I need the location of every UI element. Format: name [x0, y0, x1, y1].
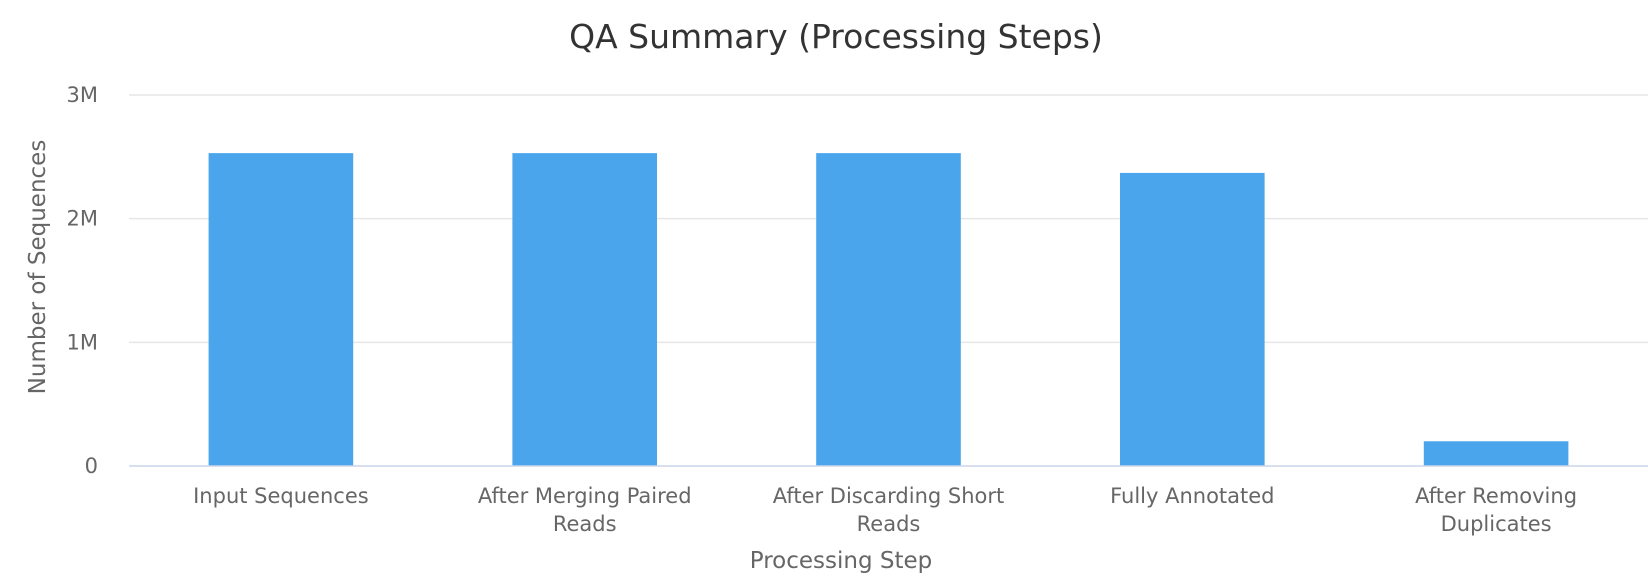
x-category-label-line: Fully Annotated: [1110, 484, 1274, 508]
y-tick-label: 3M: [67, 83, 98, 107]
x-category-label-line: After Merging Paired: [478, 484, 692, 508]
y-tick-label: 0: [85, 454, 98, 478]
x-category-label: Fully Annotated: [1110, 484, 1274, 508]
x-category-label-line: Reads: [857, 512, 921, 536]
y-axis-tick-labels: 0 1M 2M 3M: [67, 83, 98, 478]
bars: [208, 153, 1569, 466]
y-tick-label: 2M: [67, 207, 98, 231]
bar: [1423, 441, 1569, 466]
x-category-label: After Removing Duplicates: [1415, 484, 1577, 536]
y-tick-label: 1M: [67, 330, 98, 354]
x-axis-title: Processing Step: [750, 548, 933, 574]
y-axis-title: Number of Sequences: [25, 140, 51, 395]
bar: [816, 153, 961, 466]
bar: [1119, 172, 1265, 466]
x-category-label-line: After Discarding Short: [773, 484, 1005, 508]
x-category-label: After Merging Paired Reads: [478, 484, 692, 536]
x-category-label-line: Input Sequences: [193, 484, 369, 508]
x-category-label: Input Sequences: [193, 484, 369, 508]
x-category-label-line: Reads: [553, 512, 617, 536]
x-category-label-line: Duplicates: [1441, 512, 1552, 536]
chart-title: QA Summary (Processing Steps): [569, 17, 1103, 56]
x-axis-category-labels: Input Sequences After Merging Paired Reads…: [193, 484, 1577, 536]
bar: [512, 153, 658, 466]
x-category-label: After Discarding Short Reads: [773, 484, 1005, 536]
x-category-label-line: After Removing: [1415, 484, 1577, 508]
bar: [208, 153, 354, 466]
